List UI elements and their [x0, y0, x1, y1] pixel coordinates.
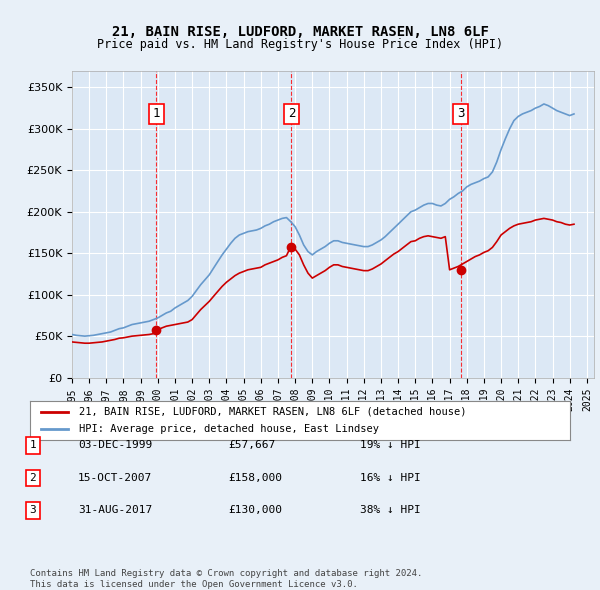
- Text: 1: 1: [29, 441, 37, 450]
- Text: 21, BAIN RISE, LUDFORD, MARKET RASEN, LN8 6LF (detached house): 21, BAIN RISE, LUDFORD, MARKET RASEN, LN…: [79, 407, 466, 417]
- Text: 31-AUG-2017: 31-AUG-2017: [78, 506, 152, 515]
- Text: 3: 3: [457, 107, 465, 120]
- Text: £158,000: £158,000: [228, 473, 282, 483]
- Text: 2: 2: [29, 473, 37, 483]
- Text: Price paid vs. HM Land Registry's House Price Index (HPI): Price paid vs. HM Land Registry's House …: [97, 38, 503, 51]
- Text: This data is licensed under the Open Government Licence v3.0.: This data is licensed under the Open Gov…: [30, 579, 358, 589]
- Text: 1: 1: [152, 107, 160, 120]
- Text: HPI: Average price, detached house, East Lindsey: HPI: Average price, detached house, East…: [79, 424, 379, 434]
- Text: 16% ↓ HPI: 16% ↓ HPI: [360, 473, 421, 483]
- Text: 3: 3: [29, 506, 37, 515]
- Text: 03-DEC-1999: 03-DEC-1999: [78, 441, 152, 450]
- Text: £57,667: £57,667: [228, 441, 275, 450]
- Text: 21, BAIN RISE, LUDFORD, MARKET RASEN, LN8 6LF: 21, BAIN RISE, LUDFORD, MARKET RASEN, LN…: [112, 25, 488, 40]
- Text: 19% ↓ HPI: 19% ↓ HPI: [360, 441, 421, 450]
- Text: 15-OCT-2007: 15-OCT-2007: [78, 473, 152, 483]
- Text: £130,000: £130,000: [228, 506, 282, 515]
- Text: Contains HM Land Registry data © Crown copyright and database right 2024.: Contains HM Land Registry data © Crown c…: [30, 569, 422, 578]
- Text: 2: 2: [287, 107, 295, 120]
- Text: 38% ↓ HPI: 38% ↓ HPI: [360, 506, 421, 515]
